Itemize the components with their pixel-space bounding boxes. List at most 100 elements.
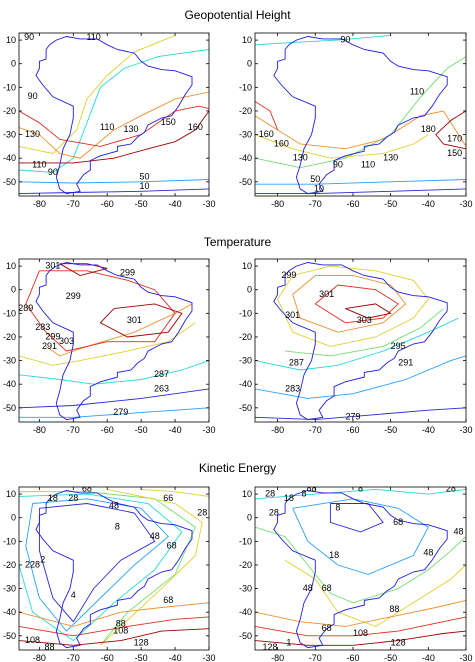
y-tick-label: -30 [3,130,16,140]
x-tick-label: -40 [169,425,182,435]
x-tick-label: -60 [101,425,114,435]
row-title-temperature: Temperature [203,235,272,249]
y-tick-label: -20 [239,560,252,570]
contour-line-10 [19,188,209,195]
contour-label: 291 [42,341,57,351]
x-tick-label: -30 [459,425,472,435]
contour-line-28 [255,488,466,500]
x-tick-label: -70 [309,425,322,435]
contour-line-295 [277,265,429,347]
coastline [35,490,193,649]
contour-line-50 [255,179,466,185]
contour-label: 68 [167,540,177,550]
contour-line-130 [19,91,209,159]
contour-label: 128 [263,642,278,652]
x-tick-label: -60 [101,199,114,209]
x-tick-label: -70 [67,425,80,435]
contour-line-279 [19,407,209,418]
y-tick-label: 10 [242,261,252,271]
contour-label: 170 [447,134,462,144]
coastline [273,490,448,649]
contour-label: 228 [25,559,40,569]
y-tick-label: 10 [6,35,16,45]
y-tick-label: 10 [242,489,252,499]
contour-label: 295 [391,341,406,351]
x-tick-label: -40 [422,425,435,435]
x-tick-label: -40 [422,653,435,662]
y-tick-label: 0 [247,59,252,69]
contour-line-299 [292,275,407,333]
contour-line-128 [255,630,466,646]
contour-line-150 [255,110,466,150]
contour-label: 28 [197,507,207,517]
contour-label: 279 [345,412,360,422]
contour-line-128 [19,628,209,646]
contour-line-50 [19,179,209,184]
contour-line-90 [255,34,391,46]
y-tick-label: 0 [11,285,16,295]
contour-label: 289 [18,303,33,313]
x-tick-label: -30 [202,425,215,435]
x-tick-label: -60 [101,653,114,662]
y-tick-label: -40 [3,607,16,617]
contour-label: 90 [333,160,343,170]
contour-label: 110 [86,32,100,42]
contour-line-90 [19,49,209,173]
contour-label: 68 [393,517,403,527]
y-tick-label: -50 [3,403,16,413]
x-tick-label: -40 [422,199,435,209]
y-tick-label: -50 [239,403,252,413]
y-tick-label: 0 [11,59,16,69]
contour-line-301 [315,284,399,324]
y-tick-label: 0 [247,513,252,523]
x-tick-label: -50 [384,653,397,662]
contour-label: 48 [109,500,119,510]
y-tick-label: 10 [6,489,16,499]
contour-label: 18 [284,493,294,503]
x-tick-label: -70 [309,199,322,209]
contour-line-301 [59,263,108,276]
contour-label: 299 [45,331,60,341]
contour-label: 48 [423,548,433,558]
y-tick-label: -50 [3,631,16,641]
contour-label: 88 [116,618,126,628]
x-tick-label: -30 [202,199,215,209]
contour-label: 90 [340,34,350,44]
contour-line-88 [255,599,466,627]
contour-line-18 [292,498,429,575]
contour-label: 90 [28,91,38,101]
contour-label: 287 [154,369,169,379]
y-tick-label: -40 [239,153,252,163]
y-tick-label: 0 [247,285,252,295]
contour-label: 301 [127,315,142,325]
contour-line-68 [141,488,209,497]
contour-label: 110 [361,160,375,170]
contour-label: 8 [358,484,363,494]
contour-line-160 [255,101,279,131]
contour-label: 68 [322,583,332,593]
contour-line-108 [255,616,466,637]
x-tick-label: -80 [271,425,284,435]
contour-line-28 [19,491,196,646]
contour-label: 279 [113,407,128,417]
contour-label: 130 [293,153,308,163]
y-tick-label: -30 [239,356,252,366]
contour-label: 130 [383,153,398,163]
y-tick-label: -50 [239,631,252,641]
contour-label: 283 [285,383,300,393]
contour-label: 108 [113,625,128,635]
y-tick-label: 10 [242,35,252,45]
contour-label: 90 [48,167,58,177]
x-tick-label: -30 [459,653,472,662]
contour-label: 108 [353,628,368,638]
plot-frame [18,258,210,423]
coastline [35,262,193,421]
contour-label: 283 [35,322,50,332]
contour-line-130 [255,134,429,159]
contour-label: 301 [285,310,300,320]
contour-label: 50 [140,171,150,181]
